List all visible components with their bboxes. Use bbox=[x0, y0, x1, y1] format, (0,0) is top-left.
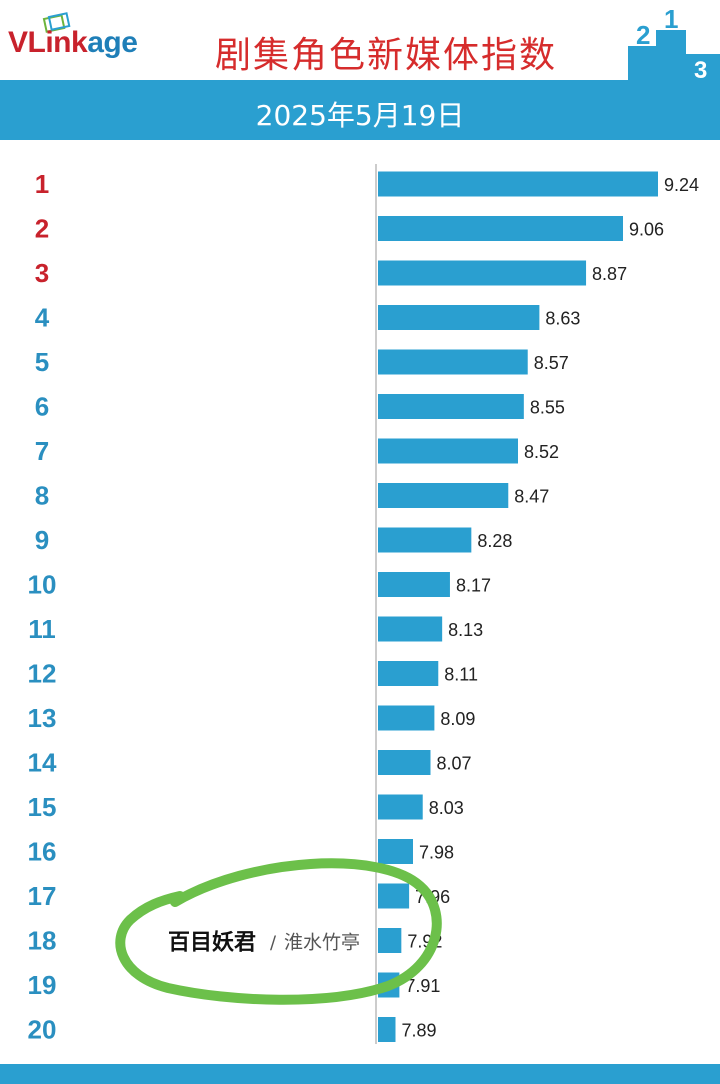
value-label-3: 8.87 bbox=[592, 264, 627, 284]
rank-label-20: 20 bbox=[28, 1015, 57, 1045]
bar-13 bbox=[378, 705, 435, 731]
name-separator: / bbox=[270, 933, 277, 954]
rank-label-11: 11 bbox=[28, 614, 56, 644]
value-label-5: 8.57 bbox=[534, 353, 569, 373]
value-label-19: 7.91 bbox=[405, 976, 440, 996]
value-label-4: 8.63 bbox=[545, 309, 580, 329]
value-label-6: 8.55 bbox=[530, 398, 565, 418]
rank-label-5: 5 bbox=[35, 347, 49, 377]
rank-label-19: 19 bbox=[28, 970, 57, 1000]
rank-label-13: 13 bbox=[28, 703, 57, 733]
bar-15 bbox=[378, 794, 423, 820]
bar-6 bbox=[378, 394, 524, 419]
value-label-11: 8.13 bbox=[448, 620, 483, 640]
rank-label-12: 12 bbox=[28, 659, 57, 689]
bar-10 bbox=[378, 572, 450, 597]
rank-label-16: 16 bbox=[28, 837, 57, 867]
podium-number-3: 3 bbox=[694, 57, 707, 82]
bar-14 bbox=[378, 750, 431, 775]
value-label-12: 8.11 bbox=[444, 665, 478, 685]
bar-8 bbox=[378, 483, 509, 508]
podium-number-2: 2 bbox=[636, 20, 650, 50]
rank-label-2: 2 bbox=[35, 214, 49, 244]
value-label-7: 8.52 bbox=[524, 442, 559, 462]
bar-20 bbox=[378, 1017, 396, 1042]
rank-label-14: 14 bbox=[28, 748, 57, 778]
rank-label-6: 6 bbox=[35, 392, 49, 422]
bar-11 bbox=[378, 616, 443, 642]
value-label-13: 8.09 bbox=[440, 709, 475, 729]
rank-label-4: 4 bbox=[35, 303, 50, 333]
rank-label-1: 1 bbox=[35, 169, 49, 199]
bar-2 bbox=[378, 216, 623, 241]
value-label-20: 7.89 bbox=[402, 1021, 437, 1041]
rank-label-8: 8 bbox=[35, 481, 49, 511]
rank-label-7: 7 bbox=[35, 436, 49, 466]
value-label-2: 9.06 bbox=[629, 220, 664, 240]
chart: 1 9.24 2 9.06 3 8.87 4 8.63 5 8.57 6 8.55 7 8.52 8 8.47… bbox=[28, 164, 699, 1045]
bar-7 bbox=[378, 438, 518, 464]
highlight-annotation-circle bbox=[115, 858, 442, 1005]
rank-label-15: 15 bbox=[28, 792, 57, 822]
rank-label-10: 10 bbox=[28, 570, 57, 600]
character-name: 百目妖君 bbox=[168, 930, 256, 956]
logo-text-prefix: VLink bbox=[8, 26, 88, 59]
bar-5 bbox=[378, 349, 528, 375]
logo-text-suffix: age bbox=[87, 26, 138, 59]
date-bar: 2025年5月19日 bbox=[0, 80, 720, 140]
value-label-16: 7.98 bbox=[419, 843, 454, 863]
bar-4 bbox=[378, 305, 540, 330]
value-label-14: 8.07 bbox=[437, 754, 472, 774]
bar-1 bbox=[378, 171, 658, 197]
bar-12 bbox=[378, 661, 439, 686]
actor-name: 淮水竹亭 bbox=[284, 932, 360, 954]
footer-bar bbox=[0, 1064, 720, 1084]
header: VLinkage 剧集角色新媒体指数 2 1 3 bbox=[0, 0, 720, 82]
podium-number-1: 1 bbox=[664, 10, 678, 34]
logo: VLinkage bbox=[8, 26, 138, 60]
podium-icon: 2 1 3 bbox=[628, 10, 720, 82]
bar-9 bbox=[378, 527, 472, 553]
page-title: 剧集角色新媒体指数 bbox=[215, 35, 558, 76]
bar-16 bbox=[378, 839, 413, 864]
bar-18 bbox=[378, 928, 402, 953]
bar-3 bbox=[378, 260, 587, 286]
bar-17 bbox=[378, 883, 410, 909]
value-label-9: 8.28 bbox=[477, 531, 512, 551]
value-label-1: 9.24 bbox=[664, 175, 699, 195]
rank-label-3: 3 bbox=[35, 258, 49, 288]
value-label-8: 8.47 bbox=[514, 487, 549, 507]
rank-label-18: 18 bbox=[28, 926, 57, 956]
date-label: 2025年5月19日 bbox=[255, 99, 465, 132]
rank-label-9: 9 bbox=[35, 525, 49, 555]
value-label-10: 8.17 bbox=[456, 576, 491, 596]
value-label-15: 8.03 bbox=[429, 798, 464, 818]
logo-mark-icon bbox=[42, 12, 71, 33]
rank-label-17: 17 bbox=[28, 881, 57, 911]
